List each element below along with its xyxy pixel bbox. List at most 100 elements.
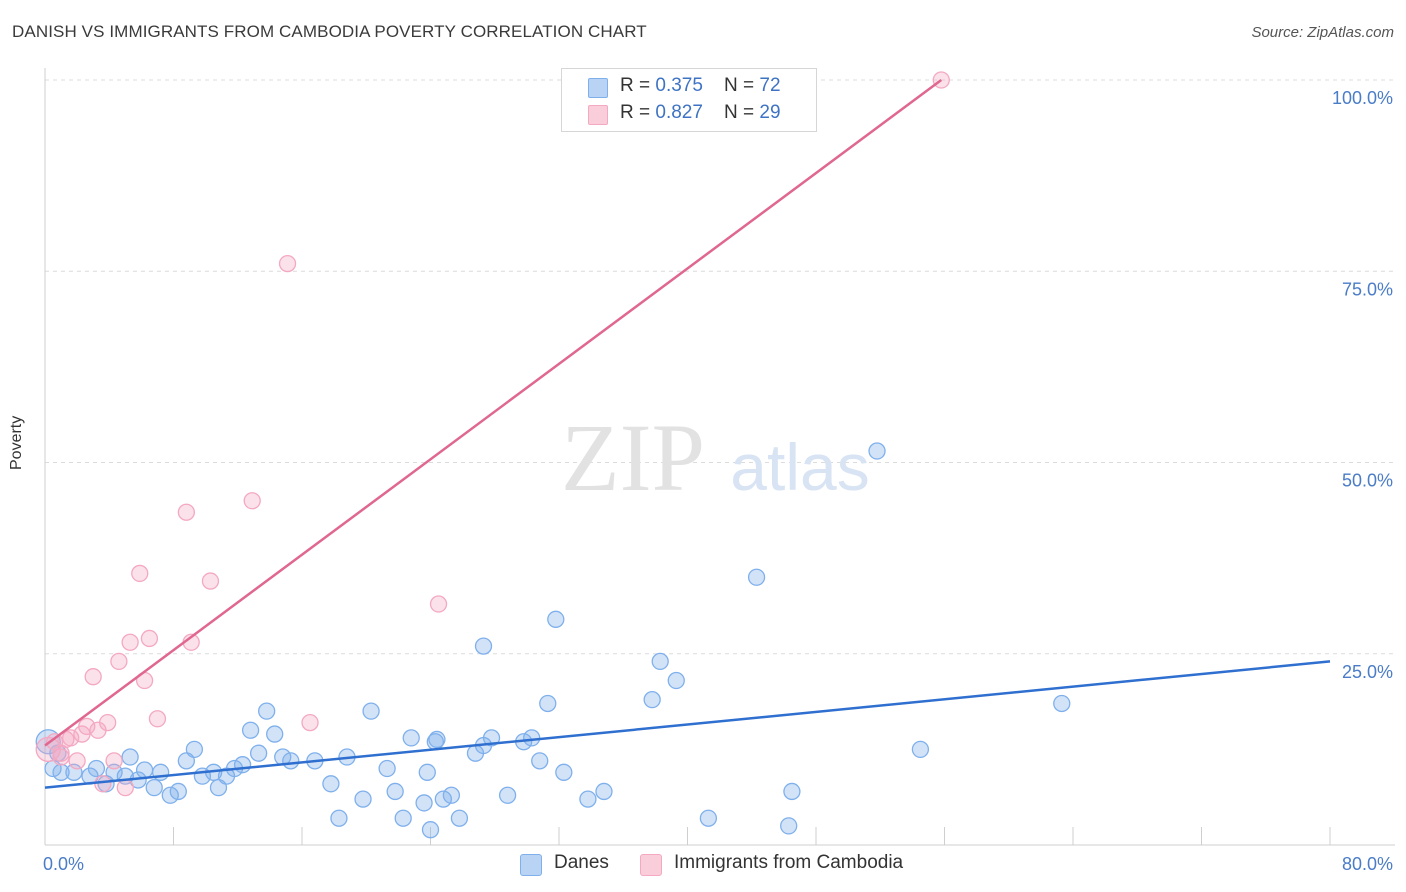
danes-point[interactable] (780, 817, 798, 835)
cambodia-point[interactable] (52, 748, 70, 766)
danes-point[interactable] (868, 442, 886, 460)
source-label: Source: ZipAtlas.com (1251, 24, 1394, 41)
danes-point[interactable] (322, 775, 340, 793)
danes-r-value: 0.375 (655, 75, 703, 96)
danes-point[interactable] (266, 725, 284, 743)
cambodia-point[interactable] (301, 713, 319, 732)
danes-point[interactable] (474, 637, 493, 655)
legend-series: Danes Immigrants from Cambodia (0, 852, 1406, 878)
danes-point[interactable] (442, 786, 461, 804)
danes-point[interactable] (482, 729, 501, 747)
danes-point[interactable] (145, 778, 163, 797)
danes-point[interactable] (434, 790, 453, 808)
danes-point[interactable] (643, 691, 661, 709)
danes-point[interactable] (595, 782, 613, 801)
cambodia-point[interactable] (110, 652, 128, 671)
cambodia-point[interactable] (94, 775, 112, 793)
legend-label-danes: Danes (554, 852, 609, 873)
cambodia-point[interactable] (68, 752, 86, 770)
legend-stats: R = 0.375 N = 72 R = 0.827 N = 29 (561, 68, 817, 132)
cambodia-n-value: 29 (759, 102, 781, 123)
legend-swatch-cambodia (588, 105, 608, 125)
cambodia-point[interactable] (201, 572, 220, 590)
cambodia-point[interactable] (131, 564, 149, 583)
danes-point[interactable] (531, 752, 549, 770)
legend-swatch-danes-bottom (520, 854, 542, 876)
danes-point[interactable] (418, 763, 436, 781)
axes (44, 68, 1395, 846)
danes-point[interactable] (161, 786, 179, 804)
danes-point[interactable] (579, 790, 597, 808)
y-tick-label: 50.0% (1342, 471, 1393, 491)
cambodia-point[interactable] (148, 710, 167, 728)
danes-point[interactable] (249, 744, 268, 762)
cambodia-point[interactable] (243, 492, 261, 510)
danes-point[interactable] (415, 794, 433, 812)
danes-point[interactable] (233, 756, 252, 774)
danes-point[interactable] (555, 763, 573, 781)
cambodia-point[interactable] (98, 713, 117, 732)
cambodia-r-value: 0.827 (655, 102, 703, 123)
danes-point[interactable] (783, 782, 801, 801)
cambodia-point[interactable] (84, 668, 102, 686)
cambodia-point[interactable] (52, 744, 70, 762)
x-tick-label-max: 80.0% (1342, 854, 1393, 874)
danes-point[interactable] (428, 730, 446, 749)
danes-point[interactable] (362, 702, 380, 720)
danes-point[interactable] (747, 568, 766, 586)
cambodia-point[interactable] (140, 629, 159, 648)
tick-labels: 25.0% 50.0% 75.0% 100.0% 0.0% 80.0% (43, 88, 1393, 874)
legend-swatch-cambodia-bottom (640, 854, 662, 876)
cambodia-point[interactable] (278, 254, 297, 273)
danes-point[interactable] (450, 809, 469, 827)
cambodia-points (35, 71, 950, 797)
x-tick-label-min: 0.0% (43, 854, 84, 874)
danes-trend-line (44, 660, 1331, 789)
grid-lines (45, 79, 1395, 655)
danes-point[interactable] (547, 610, 565, 628)
danes-point[interactable] (330, 809, 348, 827)
danes-point[interactable] (699, 809, 718, 827)
cambodia-point[interactable] (62, 729, 80, 747)
danes-point[interactable] (667, 671, 685, 690)
cambodia-point[interactable] (177, 503, 196, 521)
danes-point[interactable] (539, 694, 557, 713)
danes-point[interactable] (1053, 694, 1071, 713)
y-tick-label: 100.0% (1332, 88, 1393, 108)
legend-swatch-danes (588, 78, 608, 98)
danes-point[interactable] (394, 809, 412, 827)
danes-point[interactable] (523, 729, 541, 747)
cambodia-point[interactable] (429, 595, 448, 613)
danes-point[interactable] (241, 721, 260, 739)
y-tick-label: 75.0% (1342, 279, 1393, 299)
danes-point[interactable] (402, 729, 420, 747)
danes-point[interactable] (498, 786, 517, 804)
cambodia-point[interactable] (116, 778, 134, 797)
danes-point[interactable] (52, 763, 70, 781)
danes-point[interactable] (386, 782, 404, 801)
trend-lines (44, 78, 1331, 789)
danes-n-value: 72 (759, 75, 781, 96)
danes-point[interactable] (135, 761, 154, 779)
cambodia-point[interactable] (121, 633, 139, 651)
cambodia-point[interactable] (105, 752, 123, 770)
danes-point[interactable] (421, 821, 440, 839)
cambodia-trend-line (44, 78, 943, 747)
watermark-atlas: atlas (730, 430, 869, 504)
y-tick-label: 25.0% (1342, 662, 1393, 682)
cambodia-point[interactable] (78, 717, 96, 736)
legend-label-cambodia: Immigrants from Cambodia (674, 852, 904, 873)
danes-point[interactable] (282, 752, 300, 770)
chart-title: DANISH VS IMMIGRANTS FROM CAMBODIA POVER… (12, 22, 647, 41)
danes-point[interactable] (354, 790, 372, 808)
danes-point[interactable] (121, 748, 139, 766)
danes-point[interactable] (169, 782, 187, 801)
danes-point[interactable] (87, 759, 106, 778)
watermark: ZIP atlas (561, 404, 870, 511)
danes-point[interactable] (258, 702, 276, 720)
danes-point[interactable] (378, 759, 396, 778)
danes-point[interactable] (651, 652, 669, 671)
danes-point[interactable] (911, 740, 930, 759)
danes-point[interactable] (185, 740, 204, 759)
